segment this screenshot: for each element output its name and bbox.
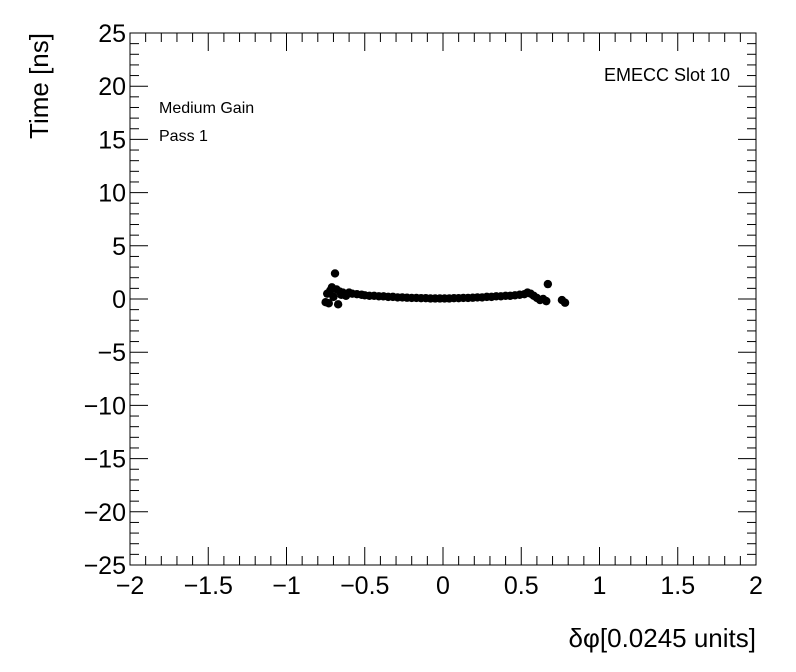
x-tick-label: −1	[272, 572, 301, 600]
x-tick-labels: −2 −1.5 −1 −0.5 0 0.5 1 1.5 2	[116, 572, 763, 600]
y-tick-label: 15	[98, 126, 126, 154]
annotation-slot: EMECC Slot 10	[604, 65, 730, 85]
y-tick-label: 0	[112, 286, 126, 314]
data-point	[560, 298, 570, 307]
annotation-pass: Pass 1	[159, 128, 208, 145]
y-tick-label: −25	[84, 552, 126, 580]
x-tick-label: −0.5	[340, 572, 389, 600]
y-tick-label: −20	[84, 499, 126, 527]
data-point	[329, 292, 338, 302]
x-tick-label: −2	[116, 572, 145, 600]
annotation-gain: Medium Gain	[159, 100, 254, 117]
y-tick-label: 10	[98, 180, 126, 208]
data-point	[324, 299, 333, 308]
tick-marks	[129, 32, 757, 566]
y-tick-label: 20	[98, 73, 126, 101]
data-points	[321, 269, 570, 309]
y-axis-title: Time [ns]	[24, 33, 54, 139]
x-tick-label: 1.5	[660, 572, 695, 600]
y-tick-label: 25	[98, 20, 126, 48]
x-tick-label: 2	[749, 572, 763, 600]
y-tick-labels: −25 −20 −15 −10 −5 0 5 10 15 20 25	[84, 20, 126, 580]
x-tick-label: 1	[593, 572, 607, 600]
x-axis-title: δφ[0.0245 units]	[569, 623, 756, 653]
x-tick-label: −1.5	[184, 572, 233, 600]
x-tick-label: 0.5	[504, 572, 539, 600]
y-tick-label: −15	[84, 446, 126, 474]
data-point	[542, 296, 551, 306]
data-point	[543, 279, 553, 289]
y-tick-label: 5	[112, 233, 126, 261]
data-point	[330, 269, 340, 278]
y-tick-label: −5	[97, 339, 126, 367]
data-point	[333, 300, 343, 309]
x-tick-label: 0	[436, 572, 450, 600]
y-tick-label: −10	[84, 392, 126, 420]
